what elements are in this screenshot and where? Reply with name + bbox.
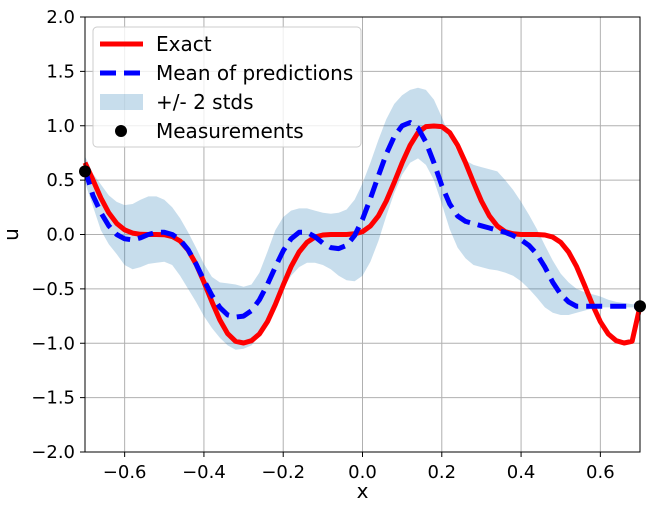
y-tick-label: 1.5 <box>46 61 75 82</box>
legend: Exact Mean of predictions +/- 2 stds Mea… <box>92 26 362 148</box>
legend-band-swatch <box>100 94 143 110</box>
y-tick-label: −1.0 <box>31 333 75 354</box>
x-tick-label: −0.6 <box>103 462 147 483</box>
x-ticks: −0.6 −0.4 −0.2 0.0 0.2 0.4 0.6 <box>103 452 615 483</box>
x-tick-label: 0.6 <box>586 462 615 483</box>
x-tick-label: 0.4 <box>507 462 536 483</box>
legend-exact-label: Exact <box>156 32 212 56</box>
y-tick-label: 0.5 <box>46 170 75 191</box>
series-line-exact <box>82 123 643 346</box>
x-tick-label: −0.4 <box>182 462 226 483</box>
y-tick-label: 2.0 <box>46 7 75 28</box>
x-tick-label: 0.0 <box>348 462 377 483</box>
y-tick-label: −1.5 <box>31 388 75 409</box>
legend-mean-label: Mean of predictions <box>156 61 353 85</box>
y-tick-label: 1.0 <box>46 116 75 137</box>
x-tick-label: 0.2 <box>427 462 456 483</box>
legend-box <box>92 26 362 148</box>
y-axis-label: u <box>0 228 23 241</box>
x-tick-label: −0.2 <box>261 462 305 483</box>
y-tick-label: −2.0 <box>31 442 75 463</box>
legend-measurements-swatch <box>115 125 127 137</box>
legend-measurements-label: Measurements <box>156 119 304 143</box>
y-tick-label: −0.5 <box>31 279 75 300</box>
y-ticks: −2.0 −1.5 −1.0 −0.5 0.0 0.5 1.0 1.5 2.0 <box>31 7 85 463</box>
series-layer <box>82 120 643 346</box>
series-line-mean-predictions <box>82 120 640 320</box>
x-axis-label: x <box>357 479 369 503</box>
legend-band-label: +/- 2 stds <box>156 90 254 114</box>
y-tick-label: 0.0 <box>46 225 75 246</box>
